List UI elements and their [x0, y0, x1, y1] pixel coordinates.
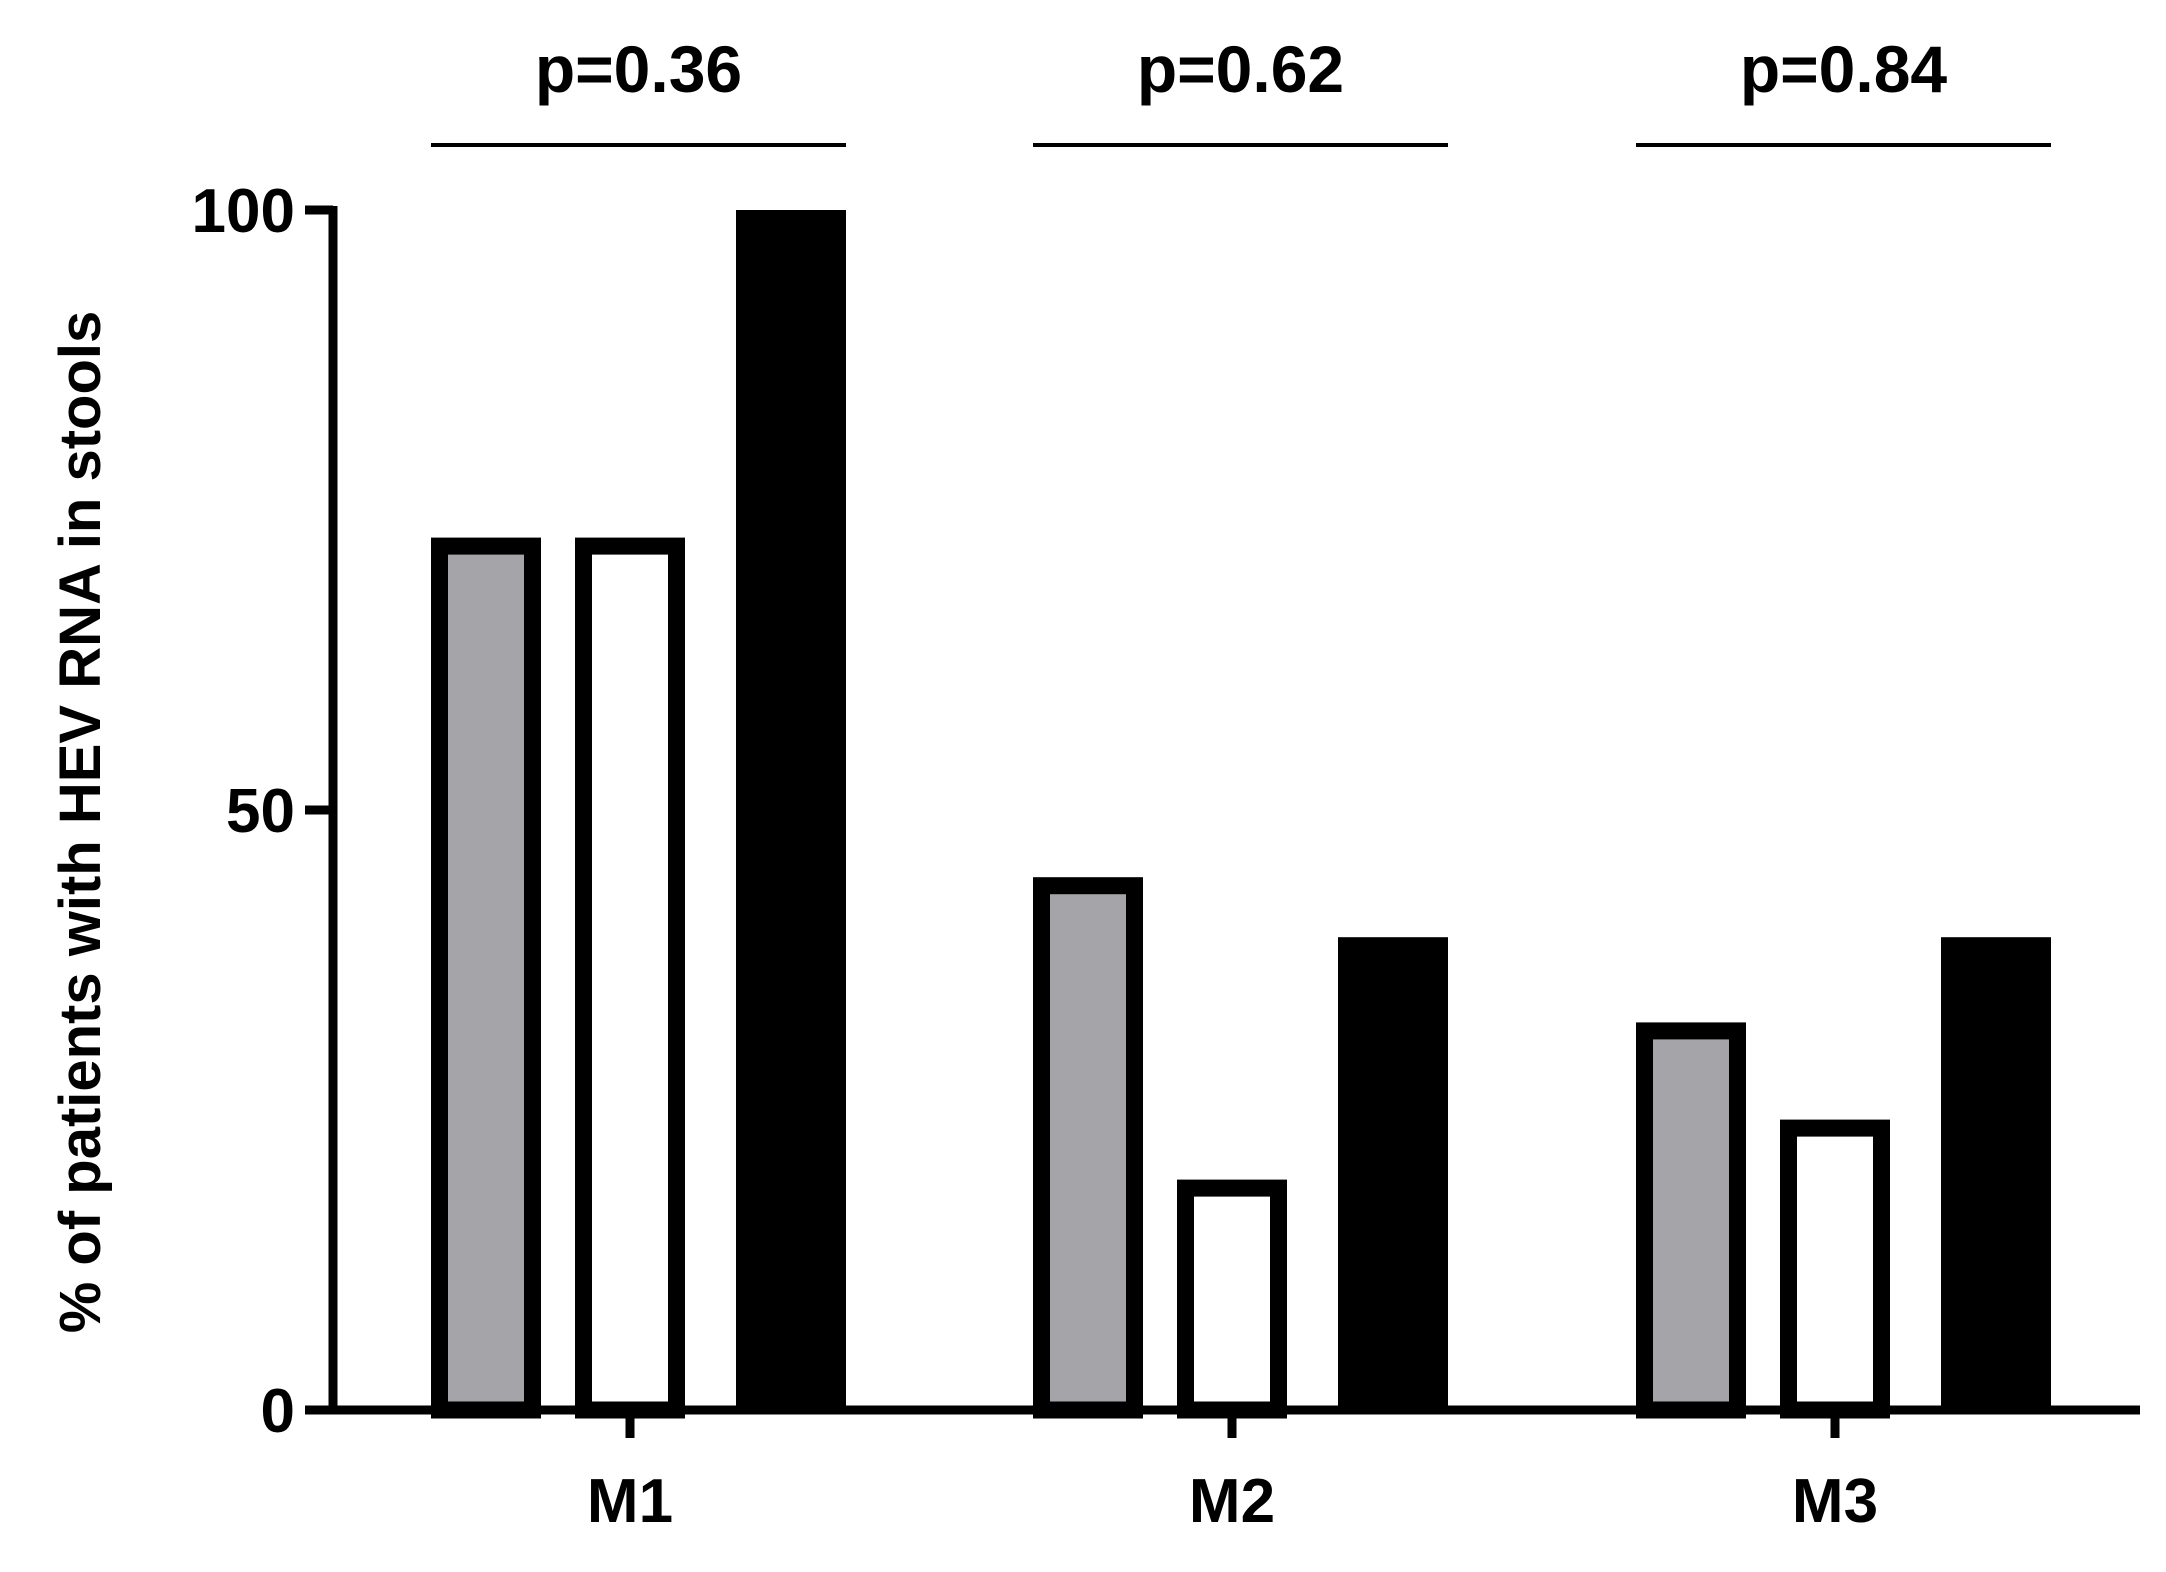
p-value-label: p=0.36 [535, 32, 742, 106]
bar-m3-series-1 [1636, 1022, 1746, 1419]
y-tick-label: 50 [226, 777, 295, 846]
bar-m3-series-2 [1780, 1119, 1890, 1419]
x-tick-label-m2: M2 [1189, 1467, 1275, 1536]
y-axis-label: % of patients with HEV RNA in stools [48, 311, 113, 1334]
p-value-label: p=0.84 [1740, 32, 1948, 106]
x-tick-label-m3: M3 [1792, 1467, 1878, 1536]
bar-m1-series-3 [736, 210, 846, 1410]
axes [305, 205, 2140, 1438]
bar-m2-series-2 [1177, 1179, 1287, 1419]
y-tick-label: 0 [261, 1377, 295, 1446]
bars [431, 210, 2051, 1419]
y-tick-label: 100 [192, 177, 295, 246]
bar-m1-series-1 [431, 537, 541, 1419]
x-tick-label-m1: M1 [587, 1467, 673, 1536]
tick-labels: 0 50 100 M1 M2 M3 [192, 177, 1879, 1536]
bar-m3-series-3 [1941, 937, 2051, 1410]
bar-m2-series-1 [1033, 877, 1143, 1419]
p-value-annotations: p=0.36 p=0.62 p=0.84 [431, 32, 2051, 147]
p-value-label: p=0.62 [1137, 32, 1344, 106]
bar-m1-series-2 [575, 537, 685, 1419]
bar-m2-series-3 [1338, 937, 1448, 1410]
